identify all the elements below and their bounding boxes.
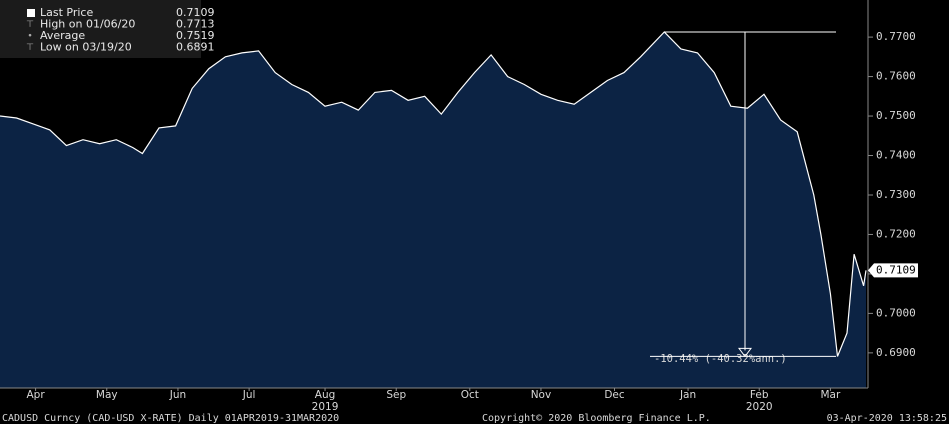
footer: Copyright© 2020 Bloomberg Finance L.P.	[482, 413, 711, 424]
line	[0, 31, 867, 357]
y-tick-label: 0.7200	[876, 227, 916, 240]
y-tick-label: 0.7300	[876, 188, 916, 201]
footer: CADUSD Curncy (CAD-USD X-RATE) Daily 01A…	[2, 413, 339, 424]
arrow-head	[738, 347, 752, 358]
area	[0, 32, 866, 388]
y-tick-label: 0.6900	[876, 346, 916, 359]
y-tick-label: 0.7000	[876, 306, 916, 319]
legend-label: Average	[40, 29, 85, 42]
x-tick-label: Nov	[531, 389, 552, 401]
year-label: 2019	[312, 401, 339, 413]
legend-icon: ⊤	[26, 20, 34, 30]
x-tick-label: Jul	[242, 389, 256, 401]
plot	[0, 31, 867, 388]
y-tick-label: 0.7400	[876, 149, 916, 162]
footer: 03-Apr-2020 13:58:25	[827, 413, 947, 424]
legend-value: 0.7519	[176, 29, 215, 42]
legend-icon: •	[27, 32, 32, 42]
last-price-marker	[868, 263, 918, 278]
x-tick-label: Mar	[821, 389, 841, 401]
legend-swatch	[27, 9, 35, 17]
y-tick-label: 0.7600	[876, 70, 916, 83]
legend-label: High on 01/06/20	[40, 18, 135, 31]
x-tick-label: Dec	[604, 389, 625, 401]
legend-icon: ⊤	[26, 43, 34, 53]
y-tick-label: 0.7500	[876, 109, 916, 122]
last-price-label: 0.7109	[876, 263, 916, 276]
x-tick-label: May	[96, 389, 118, 401]
legend-label: Last Price	[40, 6, 93, 19]
x-tick-label: Oct	[461, 389, 479, 401]
year-label: 2020	[746, 401, 773, 413]
y-tick-label: 0.7700	[876, 30, 916, 43]
x-tick-label: Feb	[750, 389, 769, 401]
legend-value: 0.6891	[176, 41, 215, 54]
annotation: -10.44% (-40.32%ann.)	[654, 353, 787, 365]
legend-value: 0.7713	[176, 18, 215, 31]
legend-label: Low on 03/19/20	[40, 41, 132, 54]
x-tick-label: Sep	[386, 389, 406, 401]
x-tick-label: Aug	[315, 389, 336, 401]
x-tick-label: Apr	[27, 389, 46, 401]
x-tick-label: Jun	[169, 389, 186, 401]
legend-value: 0.7109	[176, 6, 215, 19]
x-tick-label: Jan	[679, 389, 696, 401]
